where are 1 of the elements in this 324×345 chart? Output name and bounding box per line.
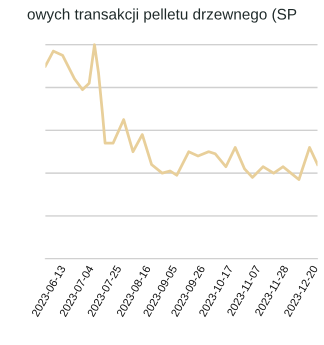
chart-title: owych transakcji pelletu drzewnego (SP: [28, 8, 296, 23]
